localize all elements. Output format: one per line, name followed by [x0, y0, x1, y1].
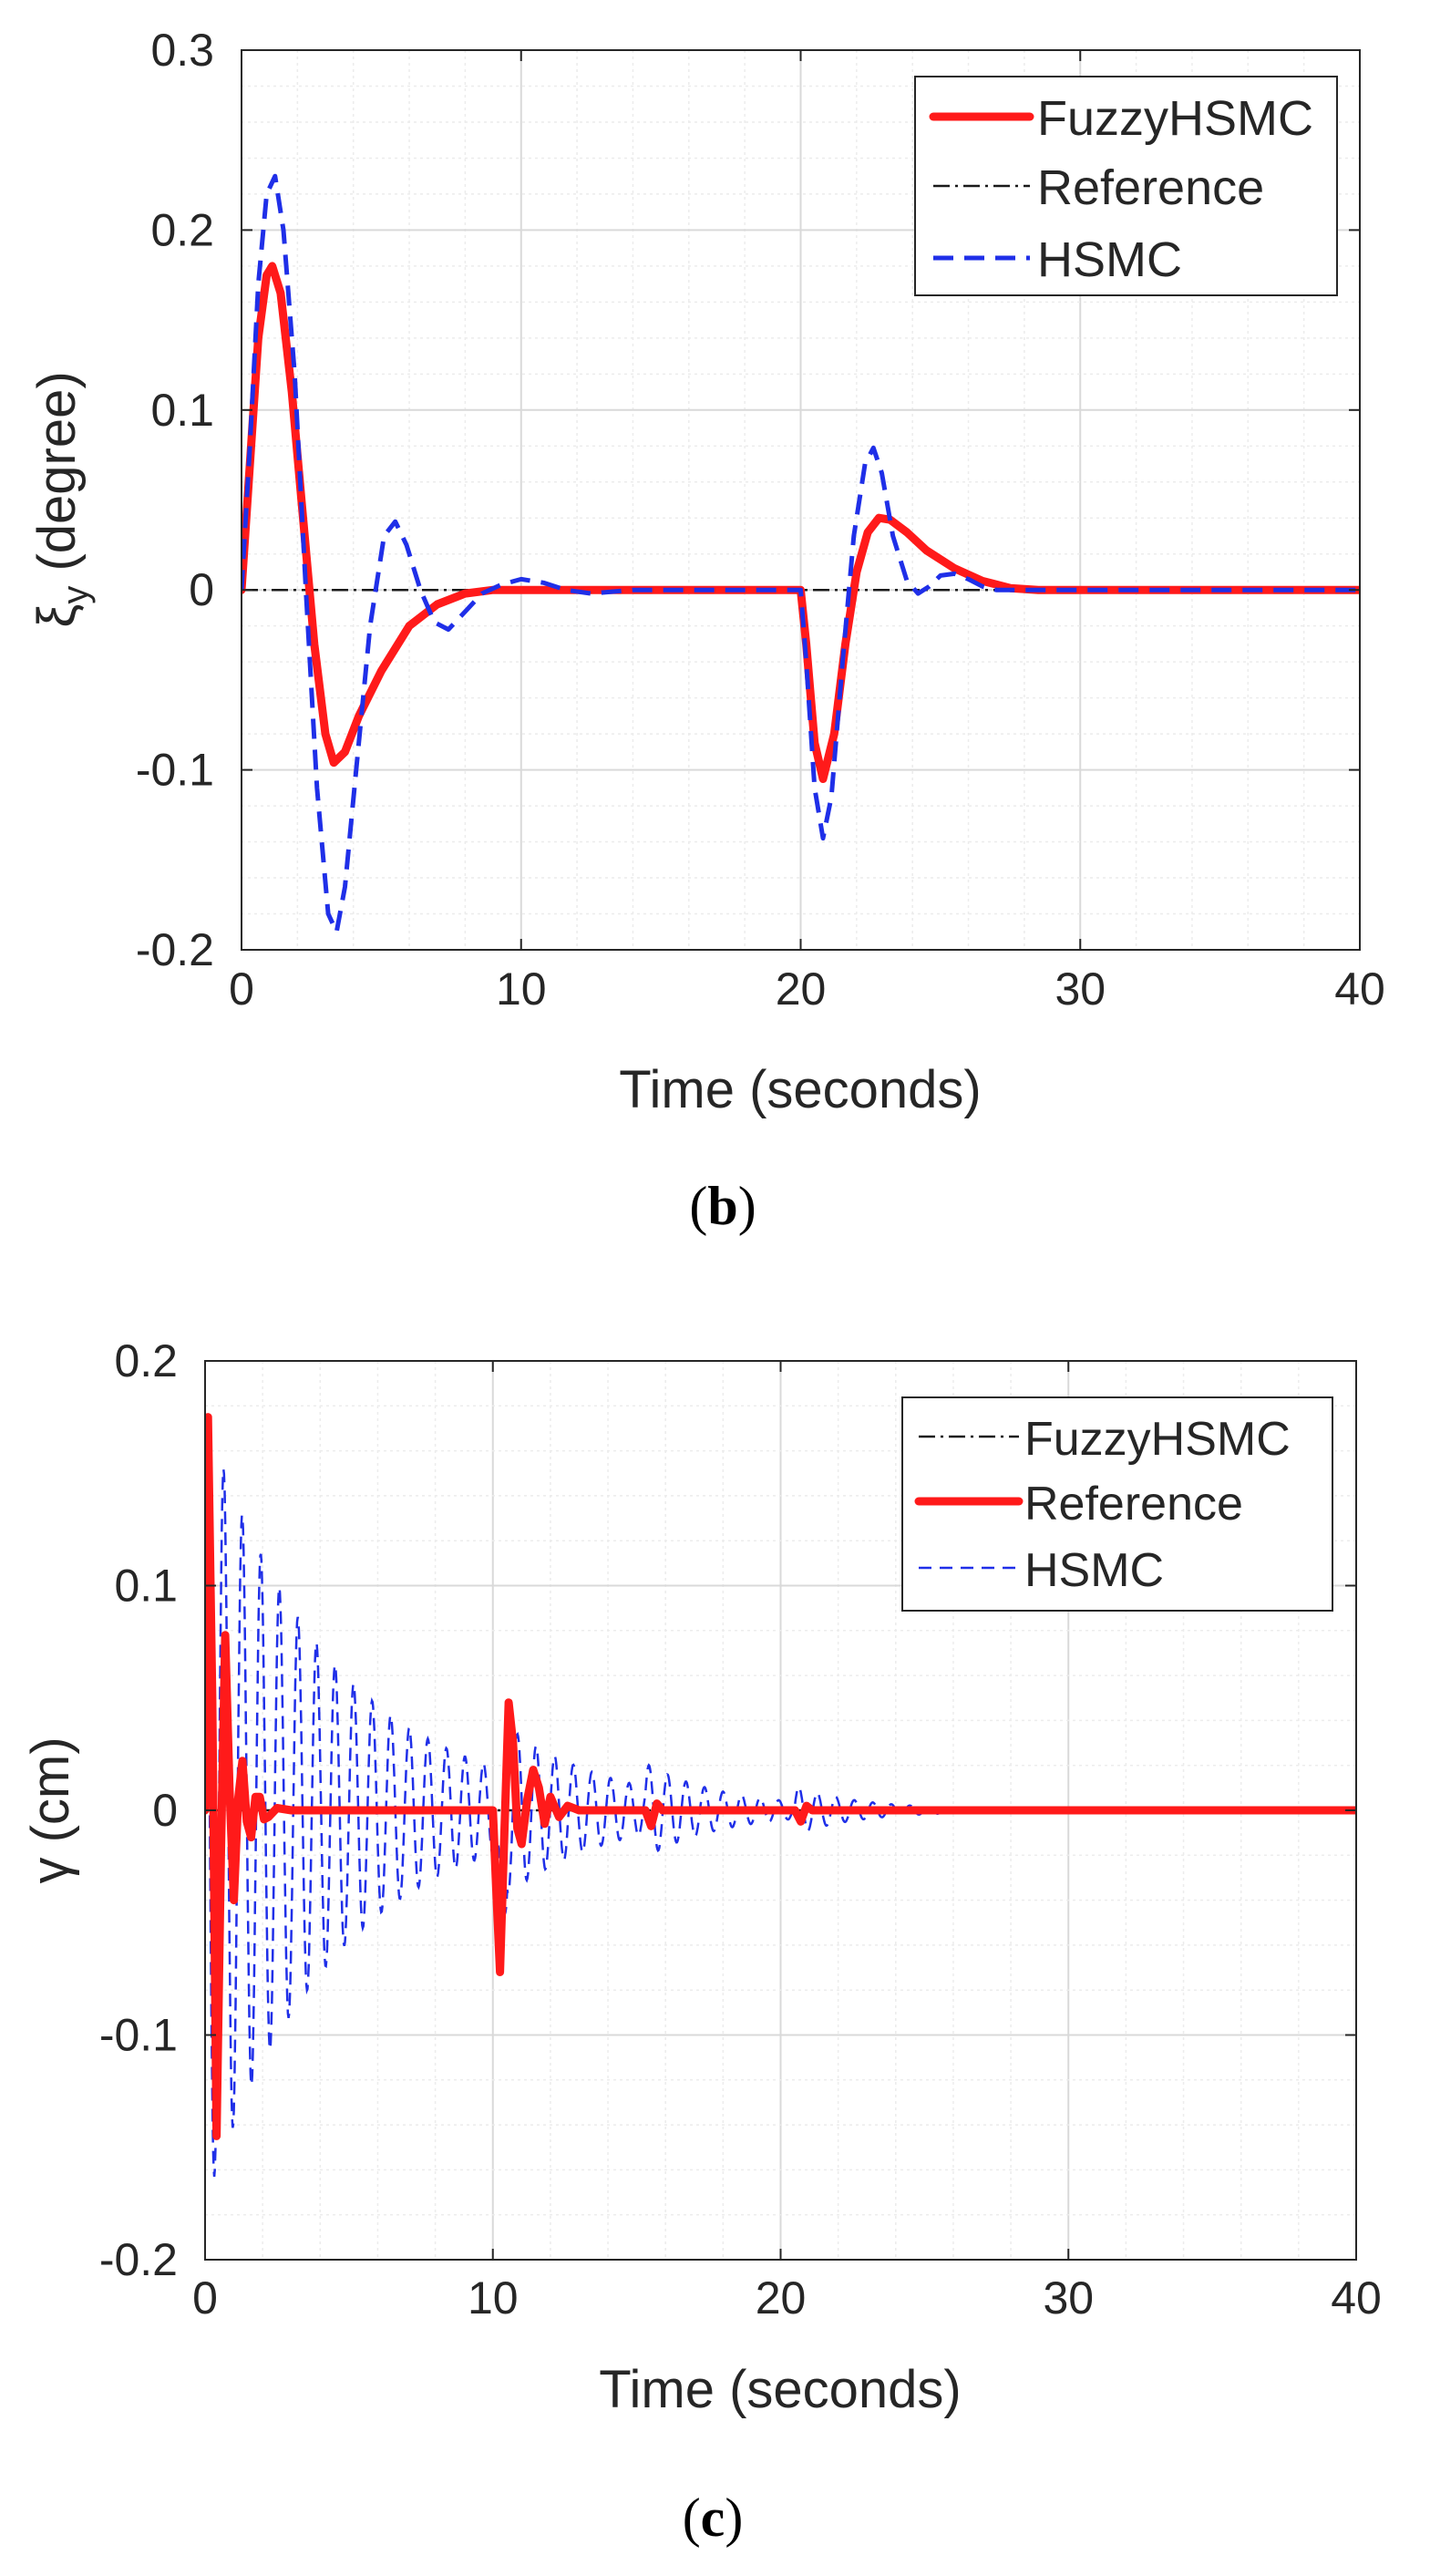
- x-tick-label: 0: [192, 2272, 218, 2324]
- chart-b: 0 10 20 30 40 -0.2 -0.1 0 0.1 0.2 0.3 Time (second…: [27, 25, 1385, 1236]
- series-hsmc-line: [242, 173, 1360, 934]
- y-tick-label: 0.1: [150, 385, 214, 436]
- legend-label-c-reference: Reference: [1024, 1478, 1243, 1530]
- y-tick-label: 0.2: [114, 1335, 178, 1386]
- y-tick-label: 0.2: [150, 204, 214, 255]
- x-tick-label: 30: [1054, 963, 1106, 1015]
- caption-c-letter: c: [701, 2488, 725, 2548]
- y-tick-label: 0: [189, 564, 214, 615]
- y-tick-label: -0.1: [136, 745, 214, 796]
- caption-b: (b): [689, 1176, 756, 1236]
- legend-c: FuzzyHSMC Reference HSMC: [901, 1396, 1333, 1612]
- y-tick-label: 0.1: [114, 1561, 178, 1612]
- legend-label-b-fuzzyhsmc: FuzzyHSMC: [1037, 91, 1313, 146]
- ticks-b: [241, 49, 1361, 951]
- y-axis-label-c: γ (cm): [21, 1736, 80, 1883]
- grid-b: [241, 49, 1361, 951]
- caption-c: (c): [683, 2488, 744, 2548]
- x-tick-label: 0: [229, 963, 254, 1015]
- series-b: [242, 173, 1360, 934]
- y-axis-label-b-symbol: ξ: [27, 604, 87, 628]
- y-axis-label-b: ξy (degree): [27, 371, 96, 627]
- series-fuzzyhsmc-line: [242, 262, 1360, 783]
- tick-labels-b: 0 10 20 30 40 -0.2 -0.1 0 0.1 0.2 0.3: [136, 25, 1385, 1015]
- y-tick-label: -0.2: [99, 2234, 178, 2285]
- x-axis-label-b: Time (seconds): [619, 1060, 982, 1119]
- legend-label-c-hsmc: HSMC: [1024, 1544, 1164, 1597]
- x-tick-label: 40: [1334, 963, 1385, 1015]
- x-tick-label: 40: [1331, 2272, 1382, 2324]
- ticks-c: [204, 1360, 1357, 2261]
- x-tick-label: 10: [496, 963, 547, 1015]
- x-axis-label-c: Time (seconds): [599, 2360, 962, 2419]
- tick-labels-c: 0 10 20 30 40 -0.2 -0.1 0 0.1 0.2: [99, 1335, 1382, 2324]
- legend-label-b-hsmc: HSMC: [1037, 232, 1182, 287]
- y-axis-label-b-unit: (degree): [27, 371, 87, 585]
- x-tick-label: 20: [756, 2272, 807, 2324]
- legend-label-c-fuzzyhsmc: FuzzyHSMC: [1024, 1413, 1291, 1466]
- x-tick-label: 20: [776, 963, 827, 1015]
- y-tick-label: 0: [152, 1785, 178, 1836]
- series-c: [205, 1413, 1356, 2178]
- series-reference-line: [205, 1413, 1356, 2140]
- y-axis-label-b-subscript: y: [56, 586, 96, 604]
- y-tick-label: 0.3: [150, 25, 214, 76]
- legend-label-b-reference: Reference: [1037, 160, 1264, 215]
- chart-c: 0 10 20 30 40-0.2-0.100.10.2 Time (seconds) …: [21, 1335, 1382, 2548]
- caption-b-letter: b: [707, 1176, 737, 1236]
- y-tick-label: -0.2: [136, 924, 214, 975]
- series-hsmc-line: [205, 1417, 1356, 2178]
- y-tick-label: -0.1: [99, 2010, 178, 2061]
- x-tick-label: 10: [468, 2272, 519, 2324]
- x-tick-label: 30: [1043, 2272, 1094, 2324]
- legend-b: FuzzyHSMC Reference HSMC: [914, 76, 1338, 296]
